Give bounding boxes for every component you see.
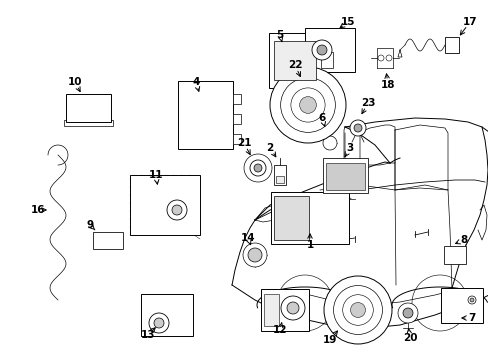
Bar (261, 289, 308, 331)
Circle shape (299, 96, 316, 113)
Bar (268, 32, 320, 87)
Bar (270, 192, 348, 244)
Bar (65, 94, 110, 122)
Text: 10: 10 (68, 77, 82, 87)
Bar (444, 37, 458, 53)
Text: 13: 13 (141, 330, 155, 340)
Text: 11: 11 (148, 170, 163, 180)
Circle shape (316, 45, 326, 55)
Text: 22: 22 (287, 60, 302, 70)
Text: 18: 18 (380, 80, 394, 90)
Bar (273, 165, 285, 185)
Circle shape (243, 243, 266, 267)
Circle shape (286, 302, 298, 314)
Bar (305, 28, 354, 72)
Bar (273, 41, 315, 80)
Circle shape (281, 296, 305, 320)
Text: 4: 4 (192, 77, 199, 87)
Circle shape (253, 164, 262, 172)
Circle shape (149, 313, 169, 333)
Circle shape (167, 200, 186, 220)
Circle shape (350, 302, 365, 318)
Bar (232, 114, 240, 124)
Text: 12: 12 (272, 325, 286, 335)
Bar (443, 246, 465, 264)
Bar (320, 52, 332, 68)
Circle shape (311, 40, 331, 60)
Text: 8: 8 (459, 235, 467, 245)
Bar (325, 162, 364, 189)
Circle shape (269, 67, 346, 143)
Text: 3: 3 (346, 143, 353, 153)
Circle shape (249, 160, 265, 176)
Text: 16: 16 (31, 205, 45, 215)
Bar (232, 94, 240, 104)
Text: 20: 20 (402, 333, 416, 343)
Circle shape (349, 120, 365, 136)
Bar (141, 294, 193, 336)
Text: 14: 14 (240, 233, 255, 243)
Circle shape (469, 298, 473, 302)
Circle shape (385, 55, 391, 61)
Circle shape (172, 205, 182, 215)
Bar (275, 176, 284, 183)
Text: 5: 5 (276, 30, 283, 40)
Bar (93, 231, 123, 248)
Bar (232, 134, 240, 144)
Text: 21: 21 (236, 138, 251, 148)
Circle shape (323, 136, 336, 150)
Bar (63, 120, 112, 126)
Bar (322, 158, 367, 193)
Text: 7: 7 (468, 313, 475, 323)
Text: 19: 19 (322, 335, 337, 345)
Bar (264, 294, 279, 326)
Text: 17: 17 (462, 17, 476, 27)
Text: 9: 9 (86, 220, 93, 230)
Circle shape (333, 285, 382, 334)
Circle shape (290, 88, 325, 122)
Text: 15: 15 (340, 17, 354, 27)
Bar (273, 196, 308, 240)
Bar (440, 288, 482, 323)
Circle shape (244, 154, 271, 182)
Text: 2: 2 (266, 143, 273, 153)
Circle shape (377, 55, 383, 61)
Circle shape (247, 248, 262, 262)
Text: 1: 1 (306, 240, 313, 250)
Circle shape (154, 318, 163, 328)
Text: 6: 6 (318, 113, 325, 123)
Bar (130, 175, 200, 235)
Circle shape (353, 124, 361, 132)
Bar (177, 81, 232, 149)
Circle shape (397, 303, 417, 323)
Text: 23: 23 (360, 98, 374, 108)
Circle shape (324, 276, 391, 344)
Circle shape (467, 296, 475, 304)
Circle shape (280, 78, 335, 132)
Circle shape (402, 308, 412, 318)
Circle shape (342, 295, 372, 325)
